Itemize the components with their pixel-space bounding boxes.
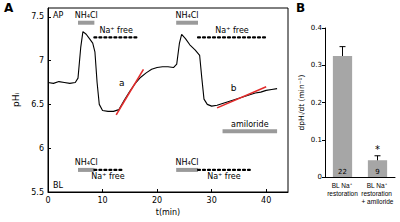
svg-text:B: B: [296, 1, 305, 15]
svg-text:BL Na⁺: BL Na⁺: [367, 182, 389, 189]
svg-text:22: 22: [338, 168, 347, 176]
svg-text:A: A: [4, 1, 14, 15]
svg-text:a: a: [119, 78, 125, 88]
svg-text:30: 30: [207, 196, 217, 205]
svg-text:BL: BL: [53, 181, 63, 190]
svg-text:NH₄Cl: NH₄Cl: [75, 158, 98, 167]
svg-text:*: *: [375, 144, 380, 155]
svg-text:AP: AP: [53, 11, 63, 20]
svg-text:+ amiloride: + amiloride: [362, 198, 394, 205]
svg-text:0.2: 0.2: [311, 99, 322, 107]
svg-text:6.5: 6.5: [31, 100, 44, 109]
svg-text:0.3: 0.3: [311, 61, 322, 69]
svg-text:BL Na⁺: BL Na⁺: [332, 182, 354, 189]
svg-text:7: 7: [39, 56, 44, 65]
svg-text:t(min): t(min): [156, 208, 180, 217]
svg-text:20: 20: [152, 196, 162, 205]
svg-text:10: 10: [97, 196, 107, 205]
svg-text:0: 0: [318, 173, 322, 181]
svg-text:NH₄Cl: NH₄Cl: [75, 11, 98, 20]
svg-text:Na⁺ free: Na⁺ free: [215, 26, 249, 35]
svg-text:restoration: restoration: [361, 190, 394, 197]
svg-text:0.4: 0.4: [311, 24, 323, 32]
svg-text:7.5: 7.5: [31, 12, 44, 21]
svg-text:9: 9: [375, 168, 379, 176]
svg-text:pHᵢ: pHᵢ: [11, 93, 21, 107]
svg-text:b: b: [231, 83, 237, 93]
svg-text:NH₄Cl: NH₄Cl: [176, 158, 199, 167]
svg-text:5.5: 5.5: [31, 188, 44, 197]
svg-text:40: 40: [261, 196, 271, 205]
svg-text:6: 6: [39, 144, 44, 153]
svg-text:Na⁺ free: Na⁺ free: [91, 172, 125, 181]
svg-text:NH₄Cl: NH₄Cl: [176, 11, 199, 20]
svg-text:Na⁺ free: Na⁺ free: [99, 26, 133, 35]
svg-text:dpHᵢ/dt (min⁻¹): dpHᵢ/dt (min⁻¹): [297, 74, 306, 130]
svg-text:Na⁺ free: Na⁺ free: [207, 172, 241, 181]
svg-text:0: 0: [45, 196, 50, 205]
svg-text:0.1: 0.1: [311, 136, 322, 144]
svg-text:amiloride: amiloride: [231, 120, 269, 129]
svg-text:restoration: restoration: [327, 190, 358, 197]
